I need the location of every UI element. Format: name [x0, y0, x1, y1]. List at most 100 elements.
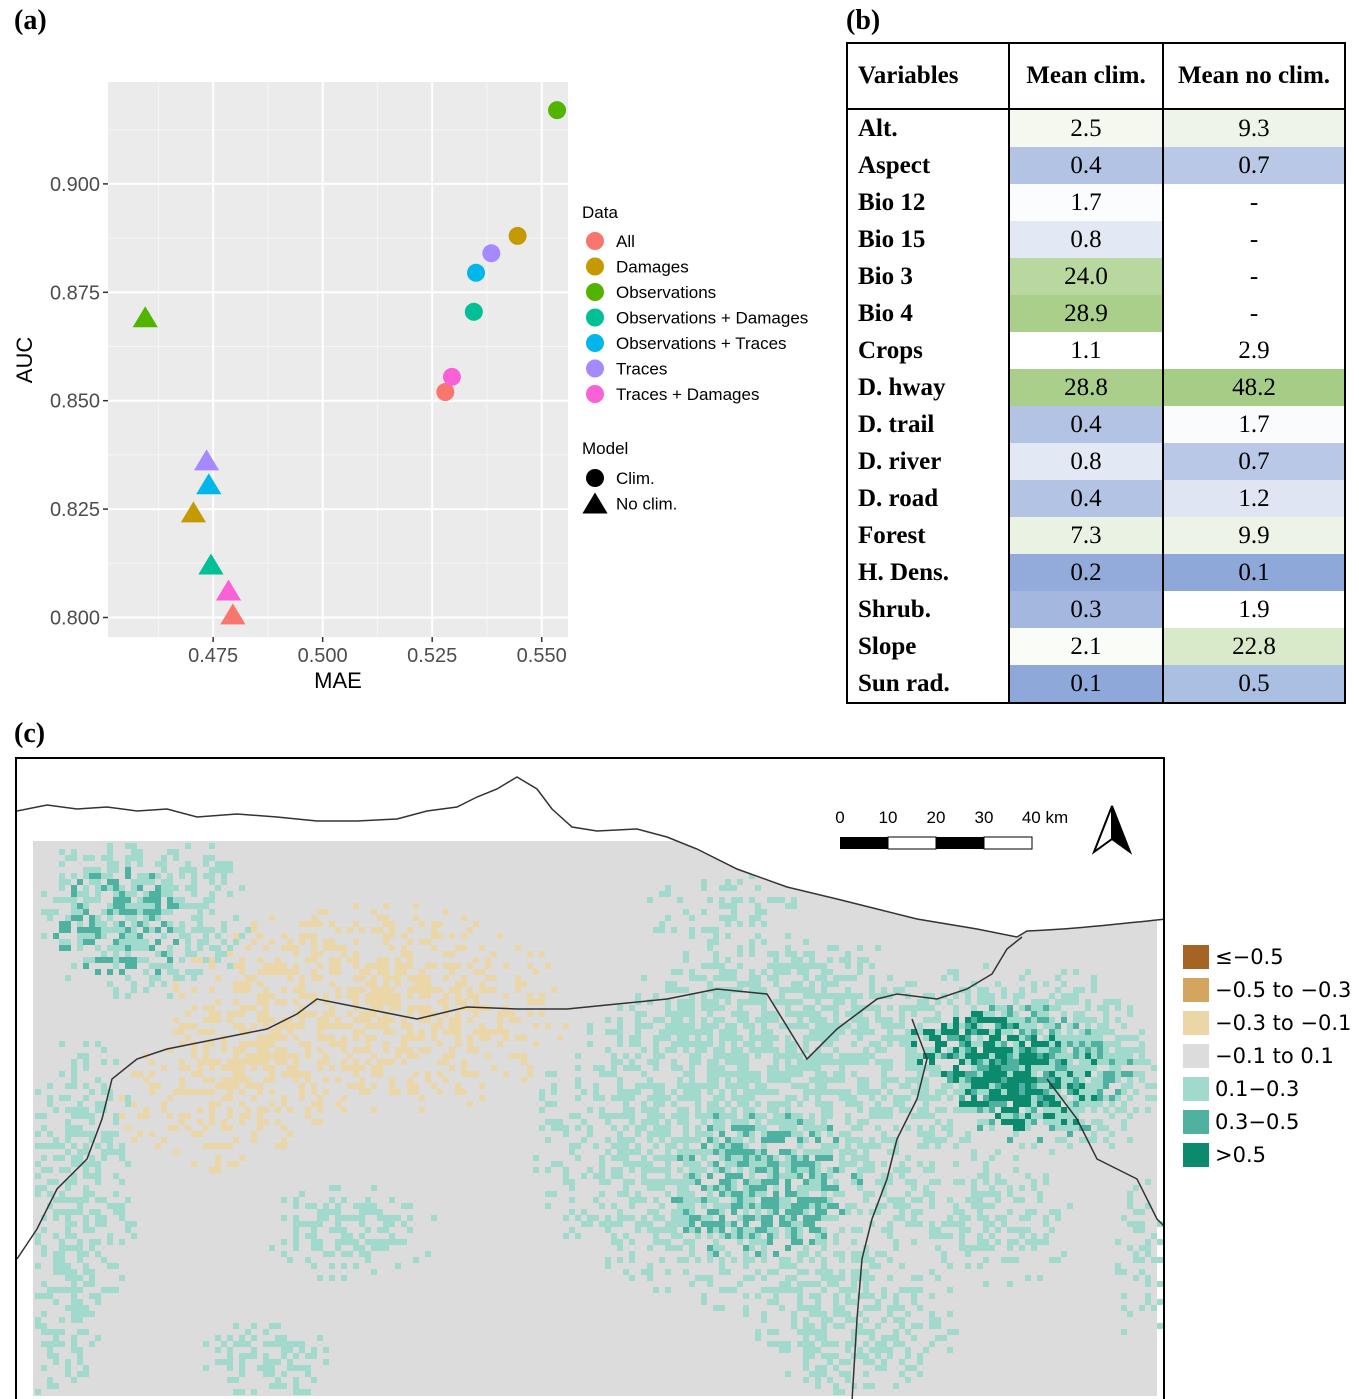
raster-cell [89, 1161, 95, 1167]
raster-cell [71, 1233, 77, 1239]
raster-cell [533, 1041, 539, 1047]
raster-cell [995, 1089, 1001, 1095]
raster-cell [767, 1287, 773, 1293]
raster-cell [821, 1035, 827, 1041]
raster-cell [731, 1179, 737, 1185]
raster-cell [251, 975, 257, 981]
raster-cell [1073, 999, 1079, 1005]
raster-cell [737, 1125, 743, 1131]
raster-cell [647, 1107, 653, 1113]
raster-cell [365, 993, 371, 999]
raster-cell [1091, 1041, 1097, 1047]
raster-cell [653, 1083, 659, 1089]
raster-cell [293, 1071, 299, 1077]
raster-cell [269, 1065, 275, 1071]
raster-cell [365, 1011, 371, 1017]
raster-cell [113, 939, 119, 945]
raster-cell [887, 1275, 893, 1281]
raster-cell [917, 1353, 923, 1359]
raster-cell [719, 1185, 725, 1191]
raster-cell [953, 1203, 959, 1209]
raster-cell [815, 999, 821, 1005]
raster-cell [953, 1023, 959, 1029]
raster-cell [449, 1029, 455, 1035]
raster-cell [383, 1239, 389, 1245]
raster-cell [1151, 1083, 1157, 1089]
raster-cell [869, 1143, 875, 1149]
raster-cell [293, 951, 299, 957]
raster-cell [905, 1059, 911, 1065]
raster-cell [677, 1017, 683, 1023]
raster-cell [713, 1107, 719, 1113]
raster-cell [203, 1017, 209, 1023]
raster-cell [707, 1005, 713, 1011]
raster-cell [311, 1227, 317, 1233]
raster-cell [275, 999, 281, 1005]
raster-cell [1007, 1023, 1013, 1029]
raster-cell [149, 915, 155, 921]
table-row: Sun rad. 0.1 0.5 [846, 665, 1346, 704]
raster-cell [215, 1347, 221, 1353]
raster-cell [287, 1365, 293, 1371]
raster-cell [659, 1239, 665, 1245]
raster-cell [1133, 1035, 1139, 1041]
raster-cell [293, 1227, 299, 1233]
raster-cell [779, 1287, 785, 1293]
raster-cell [275, 1143, 281, 1149]
raster-cell [203, 897, 209, 903]
raster-cell [779, 1101, 785, 1107]
raster-cell [41, 1311, 47, 1317]
raster-cell [1079, 1041, 1085, 1047]
raster-cell [287, 1341, 293, 1347]
raster-cell [653, 1047, 659, 1053]
raster-cell [935, 1335, 941, 1341]
raster-cell [665, 999, 671, 1005]
raster-cell [1013, 1017, 1019, 1023]
raster-cell [911, 1323, 917, 1329]
raster-cell [935, 1053, 941, 1059]
raster-cell [665, 1023, 671, 1029]
raster-cell [359, 1233, 365, 1239]
raster-cell [263, 1023, 269, 1029]
raster-cell [713, 1065, 719, 1071]
raster-cell [437, 933, 443, 939]
raster-cell [251, 1389, 257, 1395]
raster-cell [167, 945, 173, 951]
raster-cell [617, 1143, 623, 1149]
raster-cell [719, 1221, 725, 1227]
raster-cell [227, 1113, 233, 1119]
raster-cell [365, 1041, 371, 1047]
raster-cell [857, 1137, 863, 1143]
raster-cell [731, 1089, 737, 1095]
raster-cell [893, 1215, 899, 1221]
raster-cell [665, 1245, 671, 1251]
raster-cell [971, 1101, 977, 1107]
raster-cell [989, 1071, 995, 1077]
raster-cell [743, 1233, 749, 1239]
raster-cell [299, 921, 305, 927]
raster-cell [779, 999, 785, 1005]
raster-cell [953, 1161, 959, 1167]
raster-cell [35, 1317, 41, 1323]
raster-cell [749, 1161, 755, 1167]
raster-cell [887, 1077, 893, 1083]
raster-cell [257, 933, 263, 939]
raster-cell [551, 1119, 557, 1125]
raster-cell [611, 1029, 617, 1035]
raster-cell [803, 1215, 809, 1221]
raster-cell [953, 1329, 959, 1335]
raster-cell [713, 1137, 719, 1143]
raster-cell [551, 1191, 557, 1197]
raster-cell [1121, 1053, 1127, 1059]
raster-cell [983, 1107, 989, 1113]
raster-cell [755, 1251, 761, 1257]
raster-cell [1031, 1071, 1037, 1077]
raster-cell [383, 1017, 389, 1023]
point-damages-no-clim [180, 501, 207, 523]
raster-cell [131, 849, 137, 855]
raster-cell [731, 1107, 737, 1113]
raster-cell [743, 1155, 749, 1161]
raster-cell [737, 1149, 743, 1155]
raster-cell [881, 1179, 887, 1185]
raster-cell [929, 1125, 935, 1131]
